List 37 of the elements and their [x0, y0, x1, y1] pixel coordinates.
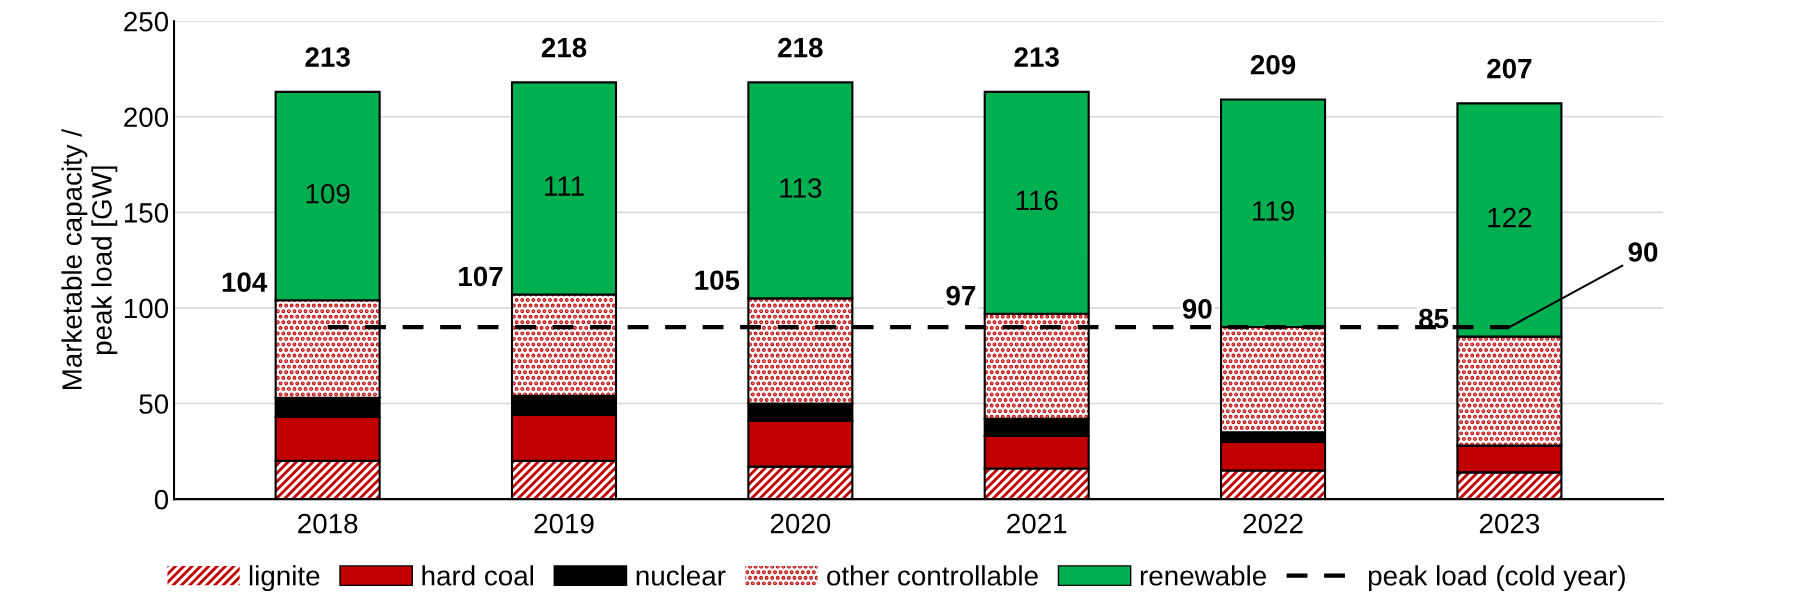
data-label: 122	[1488, 207, 1532, 228]
annotation: 90	[1628, 242, 1658, 262]
legend-label: hard coal	[422, 565, 533, 586]
annotation: 107	[459, 266, 503, 287]
legend-label: renewable	[1140, 565, 1266, 586]
annotation: 90	[1182, 299, 1212, 319]
total-label: 218	[541, 37, 587, 58]
legend-label: nuclear	[636, 565, 726, 586]
annotation: 97	[946, 285, 976, 306]
data-label: 109	[306, 183, 350, 204]
annotation: 105	[695, 270, 740, 291]
x-tick-label: 2019	[534, 513, 594, 534]
x-tick-label: 2021	[1007, 513, 1067, 534]
total-label: 209	[1250, 54, 1296, 75]
y-tick-label: 150	[124, 203, 169, 223]
y-tick-label: 0	[154, 489, 169, 510]
data-label: 116	[1016, 190, 1058, 211]
y-tick-label: 50	[139, 394, 169, 414]
data-label: 119	[1253, 201, 1294, 221]
total-label: 207	[1487, 58, 1532, 79]
legend-label: peak load (cold year)	[1368, 565, 1625, 592]
y-tick-label: 250	[124, 11, 169, 32]
total-label: 213	[305, 47, 350, 68]
x-tick-label: 2018	[298, 513, 358, 534]
total-label: 218	[778, 37, 823, 58]
y-axis-title: Marketable capacity / peak load [GW]	[61, 128, 118, 390]
legend-label: other controllable	[827, 565, 1038, 586]
x-tick-label: 2020	[770, 513, 831, 534]
x-tick-label: 2023	[1479, 513, 1540, 534]
y-tick-label: 200	[124, 107, 169, 128]
x-tick-label: 2022	[1243, 513, 1303, 534]
data-label: 113	[780, 178, 822, 198]
total-label: 213	[1014, 47, 1059, 68]
annotation: 104	[222, 272, 268, 293]
legend-label: lignite	[249, 565, 320, 592]
y-tick-label: 100	[124, 298, 169, 319]
data-label: 111	[545, 176, 584, 196]
